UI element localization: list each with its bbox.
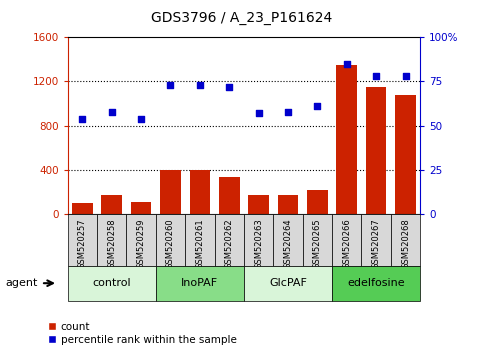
Text: GlcPAF: GlcPAF xyxy=(269,278,307,288)
Text: GSM520267: GSM520267 xyxy=(371,218,381,269)
Bar xyxy=(395,95,416,214)
Text: GDS3796 / A_23_P161624: GDS3796 / A_23_P161624 xyxy=(151,11,332,25)
Text: GSM520263: GSM520263 xyxy=(254,218,263,269)
Bar xyxy=(185,214,214,266)
Bar xyxy=(244,266,332,301)
Bar xyxy=(131,202,151,214)
Bar xyxy=(189,170,210,214)
Bar xyxy=(72,203,93,214)
Point xyxy=(372,73,380,79)
Text: GSM520257: GSM520257 xyxy=(78,218,87,269)
Bar xyxy=(160,170,181,214)
Bar xyxy=(391,214,420,266)
Bar xyxy=(244,214,273,266)
Bar xyxy=(248,195,269,214)
Text: GSM520266: GSM520266 xyxy=(342,218,351,269)
Point xyxy=(313,103,321,109)
Point xyxy=(284,109,292,114)
Bar xyxy=(337,65,357,214)
Text: GSM520260: GSM520260 xyxy=(166,218,175,269)
Bar xyxy=(214,214,244,266)
Bar xyxy=(332,266,420,301)
Bar xyxy=(361,214,391,266)
Text: GSM520264: GSM520264 xyxy=(284,218,293,269)
Point xyxy=(167,82,174,88)
Text: GSM520262: GSM520262 xyxy=(225,218,234,269)
Point xyxy=(226,84,233,90)
Text: agent: agent xyxy=(6,278,38,288)
Bar xyxy=(68,266,156,301)
Text: GSM520259: GSM520259 xyxy=(137,218,145,269)
Bar xyxy=(278,195,298,214)
Point xyxy=(343,61,351,67)
Text: edelfosine: edelfosine xyxy=(347,278,405,288)
Bar xyxy=(156,214,185,266)
Bar xyxy=(68,214,97,266)
Text: InoPAF: InoPAF xyxy=(181,278,218,288)
Bar xyxy=(219,177,240,214)
Text: GSM520258: GSM520258 xyxy=(107,218,116,269)
Bar xyxy=(127,214,156,266)
Bar xyxy=(156,266,244,301)
Point xyxy=(402,73,410,79)
Bar xyxy=(303,214,332,266)
Text: GSM520265: GSM520265 xyxy=(313,218,322,269)
Bar xyxy=(97,214,127,266)
Point xyxy=(196,82,204,88)
Bar xyxy=(366,87,386,214)
Text: control: control xyxy=(92,278,131,288)
Point xyxy=(78,116,86,121)
Point xyxy=(255,110,262,116)
Text: GSM520268: GSM520268 xyxy=(401,218,410,269)
Bar xyxy=(307,190,327,214)
Point xyxy=(108,109,115,114)
Point xyxy=(137,116,145,121)
Legend: count, percentile rank within the sample: count, percentile rank within the sample xyxy=(44,317,241,349)
Bar xyxy=(332,214,361,266)
Bar xyxy=(101,195,122,214)
Text: GSM520261: GSM520261 xyxy=(195,218,204,269)
Bar xyxy=(273,214,303,266)
